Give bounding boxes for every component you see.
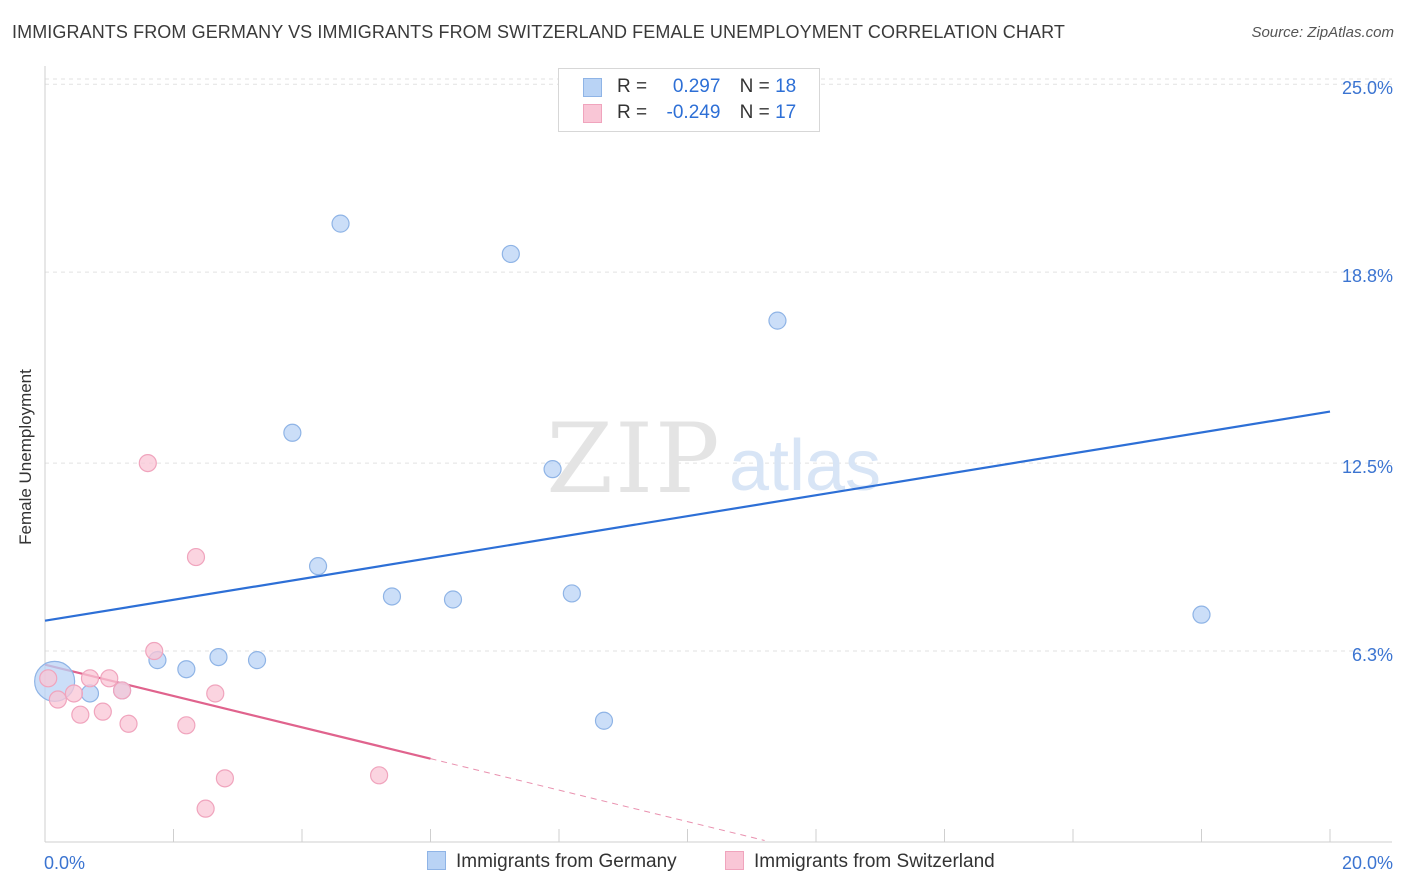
data-points bbox=[34, 214, 1211, 818]
x-tick-label: 0.0% bbox=[44, 853, 85, 873]
germany-point bbox=[209, 647, 228, 667]
switzerland-point bbox=[64, 684, 84, 703]
n-label: N = bbox=[739, 102, 770, 123]
switzerland-point bbox=[186, 547, 206, 567]
switzerland-point bbox=[196, 799, 215, 818]
switzerland-point bbox=[93, 702, 112, 721]
r-label: R = bbox=[617, 102, 648, 123]
germany-legend-label: Immigrants from Germany bbox=[456, 851, 677, 872]
y-tick-label: 25.0% bbox=[1342, 78, 1393, 98]
r-value: 0.297 bbox=[672, 76, 721, 97]
switzerland-point bbox=[71, 705, 90, 724]
switzerland-point bbox=[119, 714, 138, 733]
axes bbox=[44, 66, 1392, 843]
n-value: 17 bbox=[775, 102, 797, 123]
germany-point bbox=[562, 584, 581, 603]
switzerland-point bbox=[145, 641, 164, 661]
germany-point bbox=[247, 651, 267, 670]
tick-labels: 6.3% 12.5% 18.8% 25.0% 0.0% 20.0% bbox=[44, 78, 1393, 873]
switzerland-point bbox=[100, 669, 119, 688]
n-label: N = bbox=[739, 76, 770, 97]
germany-point bbox=[177, 660, 196, 679]
switzerland-point bbox=[48, 690, 67, 709]
germany-point bbox=[501, 244, 520, 264]
switzerland-point bbox=[177, 716, 196, 735]
x-tick-label: 20.0% bbox=[1342, 853, 1393, 873]
watermark-zip: ZIP bbox=[546, 403, 721, 515]
switzerland-legend-swatch bbox=[725, 851, 744, 870]
grid-lines bbox=[45, 78, 1392, 652]
chart-title: IMMIGRANTS FROM GERMANY VS IMMIGRANTS FR… bbox=[12, 22, 1065, 42]
germany-point bbox=[768, 311, 787, 330]
germany-point bbox=[443, 590, 463, 609]
n-value: 18 bbox=[775, 76, 797, 97]
y-tick-label: 6.3% bbox=[1352, 645, 1393, 665]
germany-trend-line bbox=[44, 410, 1331, 622]
switzerland-point bbox=[39, 669, 58, 688]
y-tick-label: 12.5% bbox=[1342, 457, 1393, 477]
switzerland-legend-label: Immigrants from Switzerland bbox=[754, 851, 995, 872]
switzerland-trend-extension bbox=[430, 758, 765, 841]
correlation-legend: R = 0.297 N = 18 R = -0.249 N = 17 bbox=[558, 68, 820, 132]
germany-point bbox=[382, 587, 402, 606]
germany-point bbox=[283, 423, 302, 442]
switzerland-point bbox=[138, 453, 157, 473]
switzerland-point bbox=[215, 769, 234, 788]
switzerland-point bbox=[206, 684, 225, 703]
germany-point bbox=[543, 460, 562, 479]
legend-item-switzerland[interactable]: Immigrants from Switzerland bbox=[725, 851, 995, 873]
watermark-atlas: atlas bbox=[729, 426, 881, 506]
watermark: ZIP atlas bbox=[546, 403, 881, 515]
germany-legend-swatch bbox=[427, 851, 446, 870]
r-value: -0.249 bbox=[666, 102, 721, 123]
germany-swatch bbox=[583, 78, 602, 97]
y-axis-label: Female Unemployment bbox=[16, 369, 35, 545]
switzerland-point bbox=[370, 766, 389, 785]
y-tick-label: 18.8% bbox=[1342, 266, 1393, 286]
germany-point bbox=[331, 214, 350, 233]
r-label: R = bbox=[617, 76, 648, 97]
switzerland-point bbox=[80, 669, 100, 688]
germany-point bbox=[594, 711, 614, 730]
switzerland-swatch bbox=[583, 104, 602, 123]
switzerland-point bbox=[112, 681, 132, 700]
germany-point bbox=[80, 684, 100, 703]
source-label: Source: ZipAtlas.com bbox=[1251, 24, 1394, 41]
germany-point bbox=[308, 557, 328, 576]
legend-item-germany[interactable]: Immigrants from Germany bbox=[427, 851, 677, 873]
germany-point bbox=[1192, 605, 1211, 624]
